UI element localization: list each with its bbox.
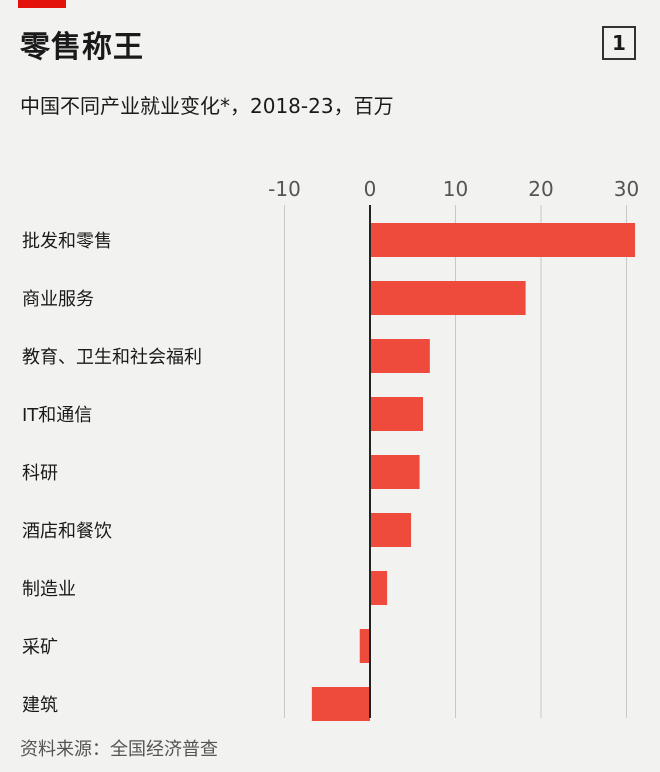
bar — [370, 455, 420, 489]
category-label: 教育、卫生和社会福利 — [22, 347, 202, 368]
bar — [370, 281, 526, 315]
category-label: 科研 — [22, 463, 58, 484]
chart-title: 零售称王 — [20, 30, 144, 65]
category-label: 批发和零售 — [22, 231, 112, 252]
x-tick-label: 30 — [614, 177, 639, 201]
bar — [359, 629, 370, 663]
x-tick-label: 10 — [443, 177, 468, 201]
category-label: 采矿 — [22, 637, 58, 658]
source-note: 资料来源：全国经济普查 — [20, 739, 218, 760]
x-tick-label: -10 — [268, 177, 301, 201]
bar — [370, 223, 636, 257]
category-label: 酒店和餐饮 — [22, 521, 112, 542]
bar — [370, 339, 430, 373]
bar — [370, 397, 424, 431]
chart-subtitle: 中国不同产业就业变化*，2018-23，百万 — [20, 94, 394, 118]
bar — [311, 687, 370, 721]
category-label: 制造业 — [22, 579, 76, 600]
x-tick-label: 0 — [364, 177, 377, 201]
bar — [370, 513, 412, 547]
category-label: IT和通信 — [22, 405, 92, 426]
bar — [370, 571, 388, 605]
brand-accent-bar — [18, 0, 66, 8]
category-label: 建筑 — [22, 695, 58, 716]
x-tick-label: 20 — [528, 177, 553, 201]
chart-number-badge: 1 — [602, 26, 636, 60]
category-label: 商业服务 — [22, 289, 94, 310]
